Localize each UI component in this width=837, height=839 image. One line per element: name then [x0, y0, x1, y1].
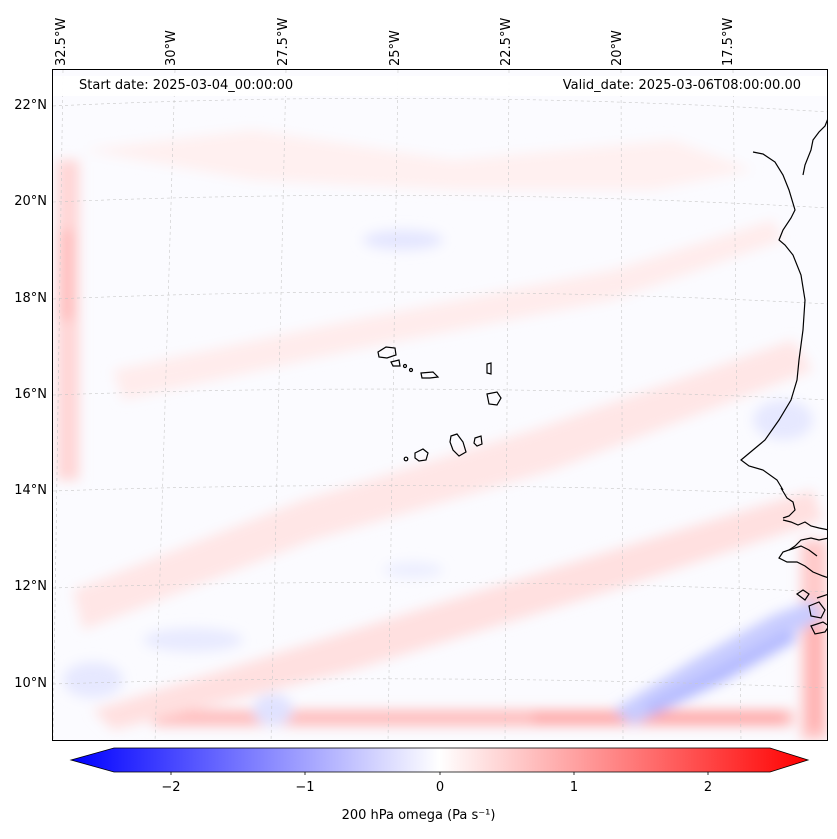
island-sao-nicolau [420, 371, 440, 379]
meridian-gridline [53, 70, 64, 740]
lon-label-20w: 20°W [610, 30, 625, 66]
omega-positive-region [93, 490, 823, 730]
lat-label-10n: 10°N [14, 676, 47, 691]
lat-label-16n: 16°N [14, 387, 47, 402]
colorbar-bar [69, 747, 810, 773]
island-maio [473, 435, 483, 447]
island-fogo [414, 448, 429, 462]
parallel-gridline [53, 291, 827, 305]
lat-label-12n: 12°N [14, 579, 47, 594]
colorbar [69, 747, 810, 775]
island-sao-vicente [390, 359, 401, 367]
island-bijagos-2 [808, 601, 826, 619]
meridian-gridline [732, 70, 742, 740]
parallel-gridline [53, 388, 827, 401]
parallel-gridline [53, 582, 827, 593]
omega-positive-region [808, 610, 822, 730]
island-bijagos-1 [795, 589, 810, 601]
meridian-gridline [504, 70, 510, 740]
omega-negative-region [613, 600, 823, 725]
coastline-mauritania-senegal [740, 151, 806, 491]
coastline-guinea-bissau [778, 537, 827, 578]
cape-verde-islands [377, 346, 502, 462]
parallel-gridline [53, 678, 827, 689]
omega-negative-region [63, 662, 123, 698]
colorbar-tick-marks [170, 772, 709, 775]
omega-positive-region [533, 712, 783, 724]
omega-positive-region [113, 220, 783, 400]
lat-label-22n: 22°N [14, 98, 47, 113]
island-bijagos-3 [810, 621, 827, 635]
lat-label-18n: 18°N [14, 291, 47, 306]
lon-label-25w: 25°W [388, 30, 403, 66]
meridian-gridline [620, 70, 624, 740]
omega-positive-region [83, 130, 753, 190]
map-canvas [53, 70, 827, 740]
island-brava [403, 456, 409, 462]
coastline-western-sahara [802, 119, 827, 176]
lon-label-22.5w: 22.5°W [499, 17, 514, 66]
omega-negative-region [753, 400, 813, 440]
lon-label-30w: 30°W [164, 30, 179, 66]
lat-label-20n: 20°N [14, 194, 47, 209]
parallel-gridline [53, 97, 827, 113]
colorbar-label: 200 hPa omega (Pa s⁻¹) [341, 808, 496, 823]
parallel-gridline [53, 194, 827, 209]
african-coastline [740, 119, 827, 635]
valid-date-label: Valid_date: 2025-03-06T08:00:00.00 [562, 78, 801, 93]
coastline-guinea [816, 594, 827, 599]
coastline-inlet [788, 545, 818, 557]
island-santiago [449, 433, 467, 457]
omega-positive-region [73, 340, 813, 630]
island-sal [486, 362, 492, 375]
omega-negative-region [253, 694, 293, 726]
header-band [53, 76, 827, 96]
omega-negative-region [383, 562, 443, 578]
parallel-gridline [53, 485, 827, 497]
colorbar-tick-label: 1 [569, 780, 579, 795]
meridian-gridline [154, 70, 176, 740]
colorbar-tick-label: 2 [703, 780, 713, 795]
omega-field [57, 130, 827, 740]
graticule [53, 70, 827, 740]
colorbar-tick-label: −2 [161, 780, 181, 795]
colorbar-tick-label: −1 [295, 780, 315, 795]
omega-positive-region [61, 230, 73, 320]
omega-negative-region [143, 628, 243, 652]
omega-negative-region [643, 630, 798, 715]
colorbar-tick-label: 0 [435, 780, 445, 795]
lon-label-32.5w: 32.5°W [54, 17, 69, 66]
omega-map[interactable]: Start date: 2025-03-04_00:00:00 Valid_da… [52, 69, 828, 741]
coastline-dakar [780, 487, 796, 519]
start-date-label: Start date: 2025-03-04_00:00:00 [79, 78, 294, 93]
lat-label-14n: 14°N [14, 483, 47, 498]
island-sao-nicolau-w [408, 367, 414, 373]
island-santa-luzia [402, 363, 408, 369]
island-santo-antao [377, 346, 397, 359]
lon-label-17.5w: 17.5°W [721, 17, 736, 66]
island-boa-vista [486, 391, 502, 406]
lon-label-27.5w: 27.5°W [276, 17, 291, 66]
meridian-gridline [270, 70, 287, 740]
omega-negative-region [363, 230, 443, 250]
meridian-gridline [387, 70, 399, 740]
coastline-gambia [782, 519, 827, 531]
